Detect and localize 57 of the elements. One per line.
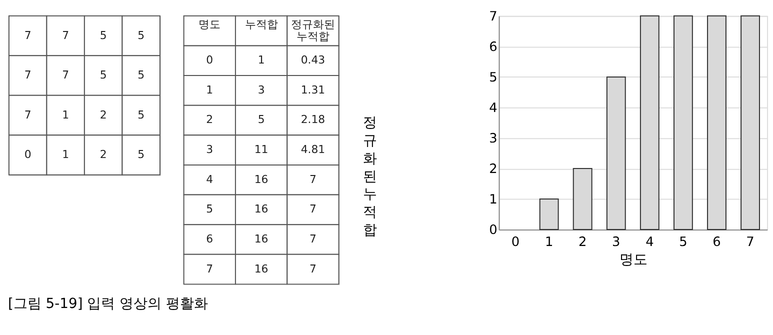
data-label: 0 [24, 148, 32, 162]
data-label: 7 [24, 28, 32, 42]
data-label: 16 [254, 172, 268, 186]
y-tick-label: 5 [206, 202, 214, 216]
x-tick-label: 3 [612, 234, 620, 250]
y-tick-label: 4 [206, 172, 214, 186]
data-label: 5 [138, 68, 145, 82]
data-label: 3 [258, 83, 265, 96]
data-label: 7 [310, 172, 316, 186]
data-label: 1 [62, 108, 70, 122]
data-label: 5 [100, 68, 107, 82]
y-tick-label: 0 [489, 223, 498, 238]
data-label: 7 [310, 262, 316, 276]
y-axis-title: 명도 [198, 18, 221, 31]
data-label: 2 [100, 148, 107, 162]
x-tick-label: 7 [746, 234, 754, 250]
data-label: 0.43 [300, 54, 326, 67]
x-tick-label: 2 [578, 234, 587, 250]
y-tick-label: 1 [489, 192, 498, 208]
data-label: 1.31 [300, 83, 326, 96]
y-tick-label: 4 [489, 100, 498, 116]
y-tick-label: 3 [489, 131, 498, 146]
x-tick-label: 0 [511, 234, 520, 250]
data-label: 7 [310, 202, 316, 216]
data-label: 5 [138, 148, 145, 162]
data-label: 16 [254, 262, 268, 276]
x-tick-label: 5 [679, 234, 688, 250]
x-axis-title: 명도 [619, 252, 648, 268]
x-tick-label: 1 [544, 234, 554, 250]
y-tick-label: 1 [206, 83, 214, 96]
y-tick-label: 2 [206, 113, 214, 126]
data-label: 5 [138, 108, 145, 122]
data-label: 7 [24, 108, 32, 122]
y-tick-label: 6 [489, 40, 498, 55]
data-label: 5 [258, 113, 265, 126]
data-label: 7 [24, 68, 32, 82]
data-label: 5 [100, 28, 107, 42]
x-tick-label: 누적합 [244, 18, 278, 31]
y-tick-label: 3 [206, 143, 214, 156]
data-label: 2 [100, 108, 107, 122]
data-label: 7 [62, 28, 70, 42]
data-label: 5 [138, 28, 145, 42]
data-label: 11 [254, 143, 268, 156]
data-label: 16 [254, 202, 268, 216]
data-label: 4.81 [300, 143, 326, 156]
y-tick-label: 7 [206, 262, 214, 276]
data-label: 16 [254, 232, 268, 246]
x-tick-label: 4 [646, 234, 654, 250]
x-tick-label: 6 [712, 234, 721, 250]
data-label: 2.18 [300, 113, 326, 126]
text: [그림 5-19] 입력 영상의 평활화 [8, 296, 208, 312]
data-label: 1 [62, 148, 70, 162]
y-tick-label: 0 [206, 54, 214, 67]
y-tick-label: 5 [489, 70, 498, 86]
data-label: 7 [62, 68, 70, 82]
data-label: 1 [258, 54, 265, 67]
y-tick-label: 2 [489, 162, 498, 177]
